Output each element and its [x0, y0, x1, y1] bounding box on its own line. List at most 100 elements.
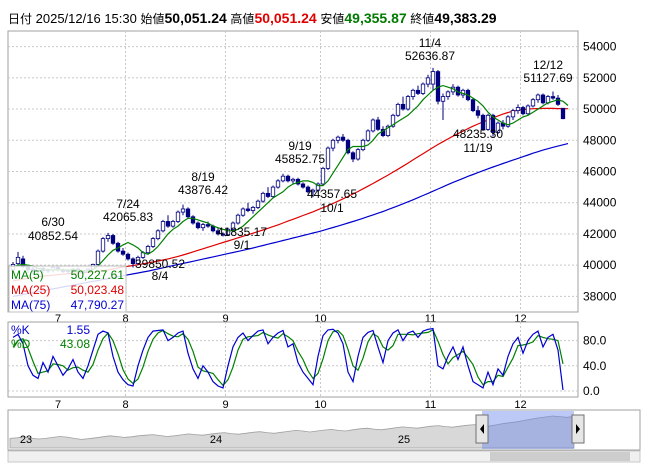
- stoch-k-line: [12, 327, 564, 391]
- candle-body-down: [350, 152, 356, 160]
- candle: [190, 215, 196, 225]
- candle: [495, 121, 501, 135]
- candle: [120, 247, 126, 256]
- candle-body-up: [485, 114, 491, 130]
- candle-body-up: [515, 107, 521, 112]
- candle: [390, 113, 396, 128]
- candle-body-up: [405, 96, 411, 110]
- candle: [250, 205, 256, 214]
- annotation-value: 42065.83: [103, 210, 153, 224]
- candle: [550, 91, 556, 100]
- candle: [540, 93, 546, 105]
- candle: [410, 88, 416, 100]
- candle-body-down: [220, 233, 226, 236]
- ma5-line: [12, 84, 569, 272]
- candle: [475, 105, 481, 119]
- candle: [175, 210, 181, 224]
- candle-body-up: [505, 116, 511, 127]
- candle: [215, 227, 221, 236]
- candle: [305, 185, 311, 194]
- candle-body-up: [385, 125, 391, 136]
- scrollbar-track[interactable]: [7, 450, 641, 463]
- candle: [195, 221, 201, 230]
- candle-body-up: [310, 189, 316, 193]
- candle: [145, 244, 151, 255]
- ma75-value: 47,790.27: [71, 298, 125, 312]
- candle-body-down: [120, 250, 126, 255]
- candle: [15, 251, 21, 267]
- month-label: 7: [55, 399, 61, 411]
- ohlc-header: 日付 2025/12/16 15:30 始値50,051.24 高値50,051…: [8, 10, 497, 27]
- navigator-year-label: 24: [210, 434, 222, 446]
- candle: [245, 202, 251, 213]
- annotation-date: 11/4: [419, 36, 442, 50]
- left-arrow-icon: [480, 424, 484, 434]
- candle-body-up: [525, 105, 531, 115]
- candle: [330, 138, 336, 152]
- candle-body-up: [420, 83, 426, 94]
- annotation-date: 6/30: [41, 215, 65, 229]
- annotation-date: 9/1: [234, 238, 251, 252]
- candle-body-up: [235, 214, 241, 224]
- candle: [515, 104, 521, 114]
- candle-body-down: [520, 107, 526, 115]
- candle: [405, 95, 411, 111]
- annotation-value: 41835.17: [217, 225, 267, 239]
- annotation-date: 8/4: [152, 269, 169, 283]
- candle: [150, 237, 156, 248]
- navigator-left-handle[interactable]: [475, 414, 489, 444]
- candle-body-up: [445, 91, 451, 97]
- candle-body-up: [330, 139, 336, 149]
- candle: [385, 124, 391, 138]
- candle-body-up: [430, 71, 436, 85]
- candle: [230, 221, 236, 231]
- candle: [375, 116, 381, 131]
- candle: [130, 257, 136, 268]
- candle: [445, 90, 451, 100]
- candle: [135, 255, 141, 266]
- ma5-value: 50,227.61: [71, 268, 125, 282]
- stoch-d-line: [12, 329, 564, 387]
- navigator-selection[interactable]: [482, 411, 574, 449]
- month-label: 11: [425, 313, 436, 325]
- candle-body-down: [470, 99, 476, 112]
- candle-body-up: [425, 77, 431, 85]
- stoch-tick-label: 80.0: [583, 334, 607, 348]
- candle: [270, 185, 276, 199]
- candle-body-up: [230, 222, 236, 230]
- candle: [365, 129, 371, 142]
- scrollbar-thumb[interactable]: [490, 452, 630, 461]
- candle-body-down: [300, 183, 306, 188]
- candle: [510, 109, 516, 120]
- navigator-year-label: 23: [20, 434, 32, 446]
- ma5-label: MA(5): [11, 268, 44, 282]
- candle: [200, 223, 206, 231]
- candle: [260, 191, 266, 203]
- candle-body-up: [100, 238, 106, 252]
- candle-body-up: [145, 246, 151, 254]
- annotation-date: 11/19: [463, 141, 492, 155]
- annotation-value: 39850.52: [135, 257, 185, 271]
- annotation-value: 51127.69: [523, 71, 572, 85]
- candle-body-down: [555, 97, 561, 105]
- candle: [430, 67, 436, 91]
- ma25-label: MA(25): [11, 283, 50, 297]
- stoch-tick-label: 40.0: [583, 359, 607, 373]
- navigator-right-handle[interactable]: [571, 414, 585, 444]
- candle-body-down: [480, 114, 486, 130]
- candle-body-down: [375, 119, 381, 130]
- candle: [350, 151, 356, 163]
- candle-body-up: [495, 122, 501, 133]
- candle: [325, 146, 331, 170]
- price-tick-label: 44000: [583, 196, 617, 210]
- annotation-value: 48235.30: [453, 127, 503, 141]
- candle-body-up: [395, 103, 401, 116]
- candle-body-down: [305, 186, 311, 193]
- candle: [275, 179, 281, 189]
- candle: [165, 215, 171, 228]
- candle: [225, 227, 231, 236]
- candle-body-down: [110, 235, 116, 244]
- candle-body-down: [560, 107, 566, 120]
- price-tick-label: 52000: [583, 71, 617, 85]
